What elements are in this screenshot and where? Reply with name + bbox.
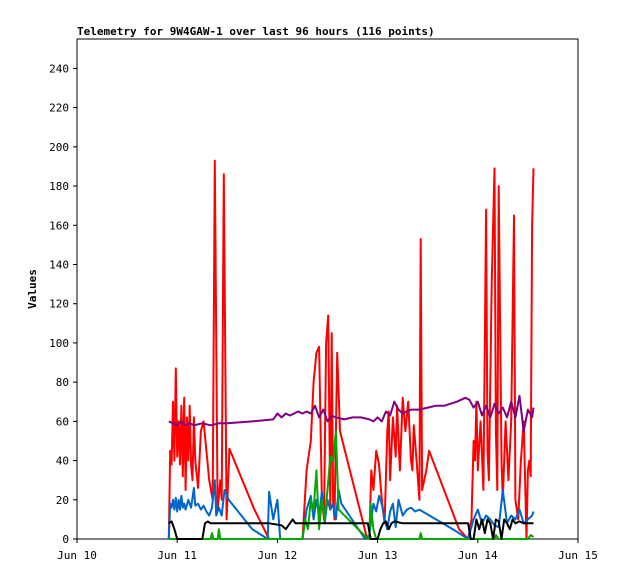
y-tick-label: 20 <box>56 494 69 507</box>
series-line-5 <box>168 518 534 540</box>
y-tick-label: 80 <box>56 376 69 389</box>
y-tick-label: 0 <box>62 533 69 546</box>
series-line-4 <box>168 430 535 540</box>
plot-area <box>76 38 579 540</box>
y-tick-label: 200 <box>49 141 69 154</box>
x-tick-label: Jun 15 <box>558 549 598 562</box>
x-tick-label: Jun 11 <box>157 549 197 562</box>
series-line-1 <box>167 159 535 540</box>
y-tick-label: 180 <box>49 180 69 193</box>
series-layer <box>167 159 535 540</box>
y-tick-label: 60 <box>56 415 69 428</box>
y-axis-label: Values <box>26 269 39 309</box>
series-line-2 <box>168 394 535 433</box>
y-tick-label: 160 <box>49 219 69 232</box>
y-tick-label: 120 <box>49 298 69 311</box>
chart-title: Telemetry for 9W4GAW-1 over last 96 hour… <box>77 25 435 38</box>
y-tick-label: 140 <box>49 258 69 271</box>
y-tick-label: 220 <box>49 102 69 115</box>
x-axis-ticks: Jun 10 Jun 11 Jun 12 Jun 13 Jun 14 Jun 15 <box>57 539 598 562</box>
x-tick-label: Jun 14 <box>458 549 498 562</box>
y-tick-label: 100 <box>49 337 69 350</box>
y-tick-label: 40 <box>56 455 69 468</box>
x-tick-label: Jun 13 <box>358 549 398 562</box>
x-tick-label: Jun 10 <box>57 549 97 562</box>
x-tick-label: Jun 12 <box>258 549 298 562</box>
y-axis-ticks: 0 20 40 60 80 100 120 140 160 180 200 220 240 <box>49 62 77 546</box>
y-tick-label: 240 <box>49 62 69 75</box>
